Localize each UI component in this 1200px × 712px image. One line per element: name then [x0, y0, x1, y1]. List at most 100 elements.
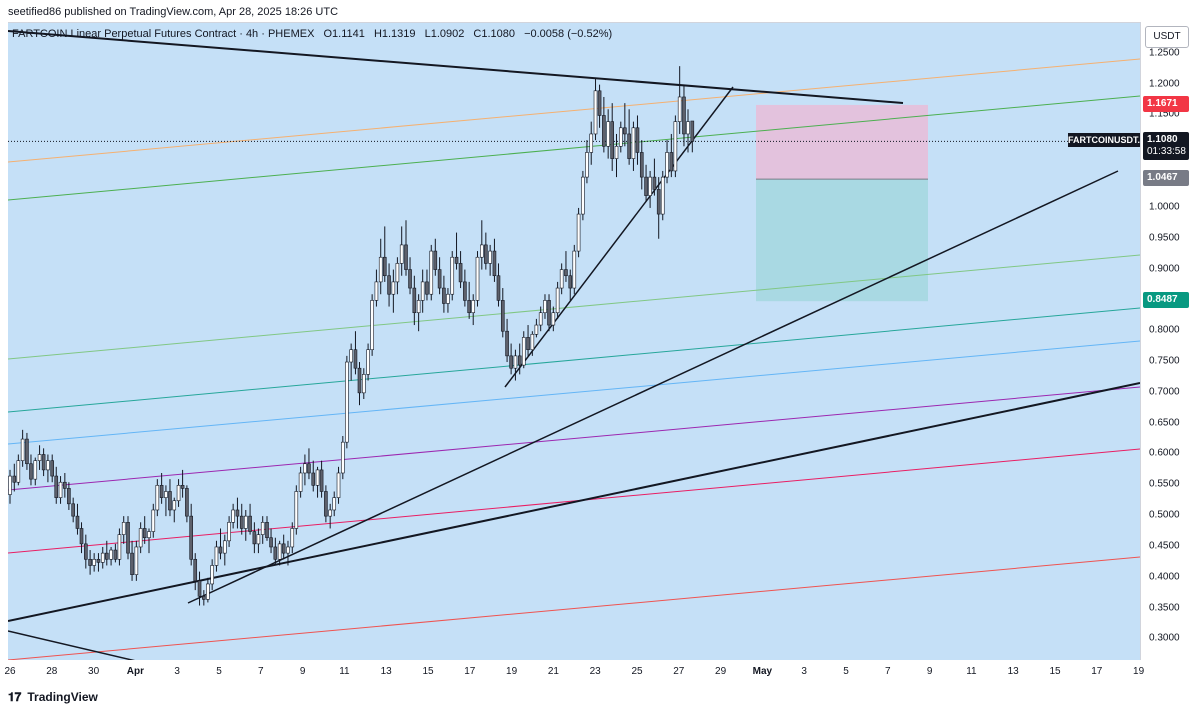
candle[interactable]	[248, 503, 252, 535]
candle[interactable]	[496, 263, 501, 307]
candle[interactable]	[597, 84, 602, 128]
candle[interactable]	[63, 472, 67, 498]
candle[interactable]	[206, 577, 210, 603]
candle[interactable]	[690, 120, 695, 153]
candle[interactable]	[547, 294, 551, 332]
candle[interactable]	[623, 103, 627, 147]
candle[interactable]	[324, 485, 328, 523]
candle[interactable]	[315, 466, 320, 498]
candle[interactable]	[618, 121, 623, 153]
candle[interactable]	[25, 432, 29, 470]
candle[interactable]	[286, 540, 290, 566]
candle[interactable]	[155, 479, 160, 517]
candle[interactable]	[585, 140, 589, 184]
candle[interactable]	[442, 275, 446, 313]
candle[interactable]	[530, 331, 535, 356]
candle[interactable]	[488, 244, 492, 276]
candle[interactable]	[370, 294, 374, 356]
candle[interactable]	[639, 140, 644, 190]
candle[interactable]	[500, 288, 505, 338]
candle[interactable]	[269, 528, 273, 554]
trend-lines[interactable]	[8, 30, 1140, 661]
candle[interactable]	[538, 306, 543, 332]
candle[interactable]	[660, 170, 665, 221]
candle[interactable]	[454, 232, 459, 270]
candle[interactable]	[12, 463, 17, 492]
candle[interactable]	[109, 546, 113, 566]
candle[interactable]	[505, 318, 509, 363]
candle[interactable]	[437, 257, 442, 295]
candle[interactable]	[328, 503, 332, 529]
candle[interactable]	[412, 275, 417, 326]
candle[interactable]	[543, 294, 547, 319]
candle[interactable]	[159, 472, 164, 504]
candle[interactable]	[399, 226, 404, 276]
candle[interactable]	[568, 269, 573, 301]
candle[interactable]	[307, 448, 311, 480]
symbol-name[interactable]: FARTCOIN Linear Perpetual Futures Contra…	[12, 28, 315, 40]
candle[interactable]	[349, 343, 353, 381]
candle[interactable]	[606, 109, 610, 159]
candle[interactable]	[176, 479, 181, 507]
candle[interactable]	[147, 528, 151, 554]
candle[interactable]	[551, 306, 556, 332]
candle[interactable]	[294, 485, 299, 535]
candle[interactable]	[555, 281, 560, 319]
candle[interactable]	[576, 207, 581, 258]
candle[interactable]	[58, 476, 63, 504]
candle[interactable]	[239, 503, 244, 535]
candle[interactable]	[290, 522, 295, 554]
price-axis[interactable]: USDT 1.25001.20001.15001.10001.05001.000…	[1140, 22, 1200, 660]
candle[interactable]	[117, 528, 122, 566]
candle[interactable]	[345, 355, 349, 449]
candle[interactable]	[475, 251, 480, 307]
candle[interactable]	[564, 251, 568, 282]
candle[interactable]	[627, 109, 631, 165]
candle[interactable]	[227, 516, 231, 547]
candle[interactable]	[29, 454, 33, 486]
candle[interactable]	[366, 343, 370, 381]
currency-selector[interactable]: USDT	[1145, 26, 1189, 48]
candle[interactable]	[138, 522, 143, 554]
candle[interactable]	[682, 84, 686, 147]
candle[interactable]	[471, 294, 476, 326]
candle[interactable]	[104, 540, 109, 566]
candle[interactable]	[79, 522, 84, 554]
candle[interactable]	[243, 509, 248, 541]
candle[interactable]	[610, 103, 615, 171]
candle[interactable]	[130, 540, 134, 581]
candle[interactable]	[142, 516, 147, 544]
candle[interactable]	[218, 528, 223, 560]
candle[interactable]	[631, 121, 636, 171]
candle[interactable]	[46, 454, 50, 483]
candle[interactable]	[509, 343, 513, 375]
candle[interactable]	[126, 516, 130, 560]
candle[interactable]	[467, 281, 471, 319]
candle[interactable]	[602, 96, 606, 153]
candle[interactable]	[677, 66, 682, 134]
candle[interactable]	[134, 540, 139, 581]
candle[interactable]	[84, 534, 88, 569]
take-profit-zone[interactable]	[756, 179, 928, 302]
candle[interactable]	[395, 257, 400, 295]
candle[interactable]	[8, 469, 12, 504]
candle[interactable]	[581, 170, 585, 221]
candle[interactable]	[341, 436, 345, 480]
candle[interactable]	[75, 503, 80, 535]
candle[interactable]	[319, 460, 324, 498]
candle[interactable]	[281, 534, 286, 560]
candle[interactable]	[644, 164, 648, 202]
candle[interactable]	[336, 466, 341, 504]
candle[interactable]	[88, 550, 92, 575]
candle[interactable]	[265, 516, 269, 541]
candle[interactable]	[214, 540, 219, 572]
candle[interactable]	[180, 469, 185, 498]
candle[interactable]	[656, 177, 661, 239]
candle[interactable]	[446, 288, 450, 313]
candle[interactable]	[433, 238, 438, 276]
candle[interactable]	[197, 571, 202, 606]
candle[interactable]	[593, 78, 598, 141]
time-axis[interactable]: 26 28 30 Apr 3 5 7 9 11 13 15 17 19 21 23 25 27 29 May 3 5 7 9…	[4, 660, 1144, 682]
candle[interactable]	[458, 251, 463, 289]
candle[interactable]	[231, 503, 235, 529]
